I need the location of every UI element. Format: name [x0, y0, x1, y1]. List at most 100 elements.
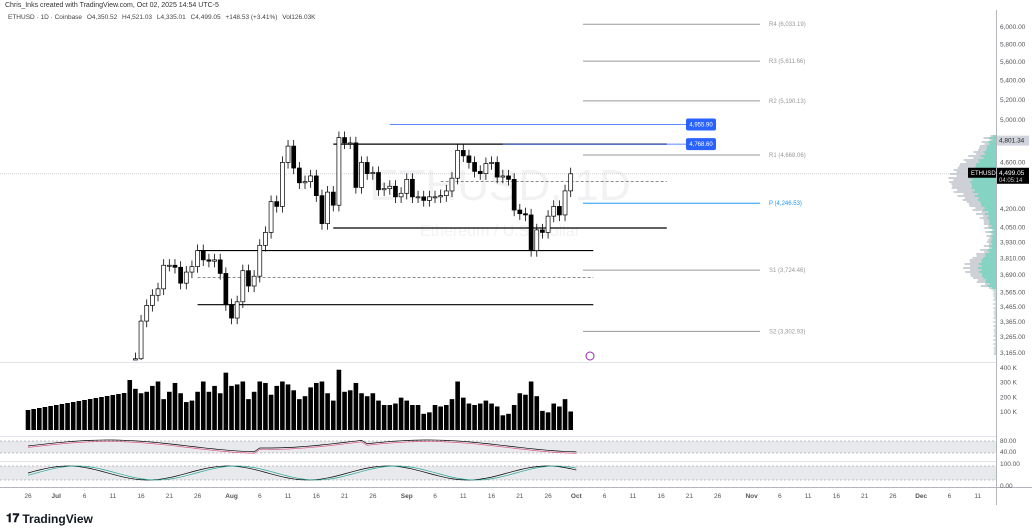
candle-up[interactable] — [166, 264, 172, 267]
candle-up[interactable] — [489, 162, 494, 164]
candle-up[interactable] — [398, 192, 404, 198]
candle-up[interactable] — [483, 163, 489, 175]
tradingview-logo[interactable]: 𝟏𝟕 TradingView — [6, 511, 93, 526]
event-marker-icon[interactable] — [585, 351, 595, 361]
candle-up[interactable] — [155, 288, 161, 296]
candle-up[interactable] — [150, 294, 155, 306]
candle-up[interactable] — [325, 191, 330, 224]
candle-up[interactable] — [562, 190, 568, 216]
candle-down[interactable] — [410, 179, 415, 198]
candle-up[interactable] — [432, 196, 438, 199]
volume-profile-bar — [993, 295, 996, 297]
time-tick-label: 11 — [285, 493, 292, 500]
volume-bar — [359, 393, 364, 430]
price-tick-label: 3,265.00 — [1000, 334, 1026, 341]
candle-down[interactable] — [274, 201, 280, 207]
price-tick-label: 4,600.00 — [1000, 159, 1026, 166]
volume-profile-up-bar — [993, 233, 996, 235]
candle-down[interactable] — [523, 213, 528, 216]
pivot-label: S1 (3,724.46) — [769, 268, 805, 274]
candle-up[interactable] — [545, 215, 551, 233]
candle-up[interactable] — [370, 172, 376, 175]
candle-up[interactable] — [534, 229, 540, 251]
candle-up[interactable] — [257, 244, 263, 277]
candle-down[interactable] — [330, 191, 336, 206]
candle-down[interactable] — [477, 171, 483, 175]
candle-up[interactable] — [240, 270, 246, 303]
candle-down[interactable] — [200, 250, 206, 261]
candle-down[interactable] — [460, 150, 466, 157]
candle-up[interactable] — [438, 195, 444, 198]
candle-down[interactable] — [511, 179, 517, 211]
candle-up[interactable] — [161, 264, 167, 290]
candle-up[interactable] — [568, 173, 574, 192]
candle-up[interactable] — [251, 275, 257, 287]
candle-down[interactable] — [206, 259, 212, 262]
price-alert-badge[interactable] — [686, 118, 716, 131]
candle-up[interactable] — [551, 206, 557, 217]
candle-up[interactable] — [455, 150, 460, 179]
candle-up[interactable] — [285, 145, 291, 163]
candle-up[interactable] — [308, 175, 313, 183]
candle-down[interactable] — [178, 266, 183, 284]
legend-symbol[interactable]: ETHUSD · 1D · Coinbase — [8, 14, 83, 21]
candle-down[interactable] — [517, 209, 523, 215]
price-chart[interactable]: ETHUSD, 1D Ethereum / U.S. Dollar 6,000.… — [0, 0, 1032, 505]
candle-up[interactable] — [138, 320, 144, 360]
candle-down[interactable] — [319, 195, 325, 224]
candle-down[interactable] — [528, 214, 534, 251]
candle-down[interactable] — [223, 273, 229, 306]
candle-down[interactable] — [246, 270, 251, 287]
time-tick-label: 6 — [433, 493, 437, 500]
price-alert-badge[interactable] — [686, 138, 716, 151]
candle-down[interactable] — [342, 137, 347, 144]
volume-profile-up-bar — [987, 145, 996, 147]
volume-profile-up-bar — [994, 353, 996, 355]
candle-down[interactable] — [557, 206, 562, 216]
candle-up[interactable] — [189, 266, 195, 273]
candle-down[interactable] — [376, 172, 381, 191]
candle-up[interactable] — [449, 177, 455, 192]
candle-down[interactable] — [494, 162, 500, 178]
candle-down[interactable] — [421, 196, 427, 201]
candle-up[interactable] — [387, 185, 393, 189]
candle-up[interactable] — [336, 137, 342, 206]
candle-up[interactable] — [268, 201, 274, 233]
candle-down[interactable] — [217, 259, 223, 274]
volume-profile-up-bar — [994, 351, 996, 353]
candle-up[interactable] — [443, 190, 449, 197]
candle-down[interactable] — [353, 142, 359, 188]
candle-up[interactable] — [302, 181, 308, 184]
candle-up[interactable] — [500, 175, 506, 178]
candle-up[interactable] — [212, 259, 217, 262]
volume-axis-label: 300 K — [1000, 380, 1018, 387]
candle-down[interactable] — [296, 167, 302, 184]
candle-up[interactable] — [381, 188, 387, 191]
candle-up[interactable] — [195, 250, 200, 267]
candle-down[interactable] — [472, 162, 477, 172]
candle-down[interactable] — [364, 162, 370, 175]
candle-up[interactable] — [359, 162, 364, 188]
candle-up[interactable] — [404, 179, 410, 194]
candle-down[interactable] — [229, 304, 234, 319]
candle-up[interactable] — [347, 142, 353, 145]
candle-up[interactable] — [183, 271, 189, 284]
candle-down[interactable] — [291, 145, 297, 169]
volume-bar — [540, 410, 545, 430]
pivot-label: R1 (4,668.06) — [769, 153, 806, 159]
candle-up[interactable] — [234, 301, 240, 319]
candle-down[interactable] — [506, 175, 511, 180]
candle-up[interactable] — [263, 232, 268, 246]
candle-down[interactable] — [313, 175, 319, 197]
candle-up[interactable] — [415, 196, 421, 199]
candle-up[interactable] — [144, 305, 150, 322]
candle-up[interactable] — [133, 358, 138, 361]
candle-down[interactable] — [540, 229, 545, 233]
volume-bar — [161, 399, 166, 430]
volume-profile-up-bar — [995, 345, 996, 347]
candle-down[interactable] — [393, 185, 398, 198]
candle-down[interactable] — [466, 155, 472, 163]
candle-up[interactable] — [280, 162, 285, 207]
candle-up[interactable] — [427, 196, 432, 201]
candle-down[interactable] — [172, 264, 178, 268]
